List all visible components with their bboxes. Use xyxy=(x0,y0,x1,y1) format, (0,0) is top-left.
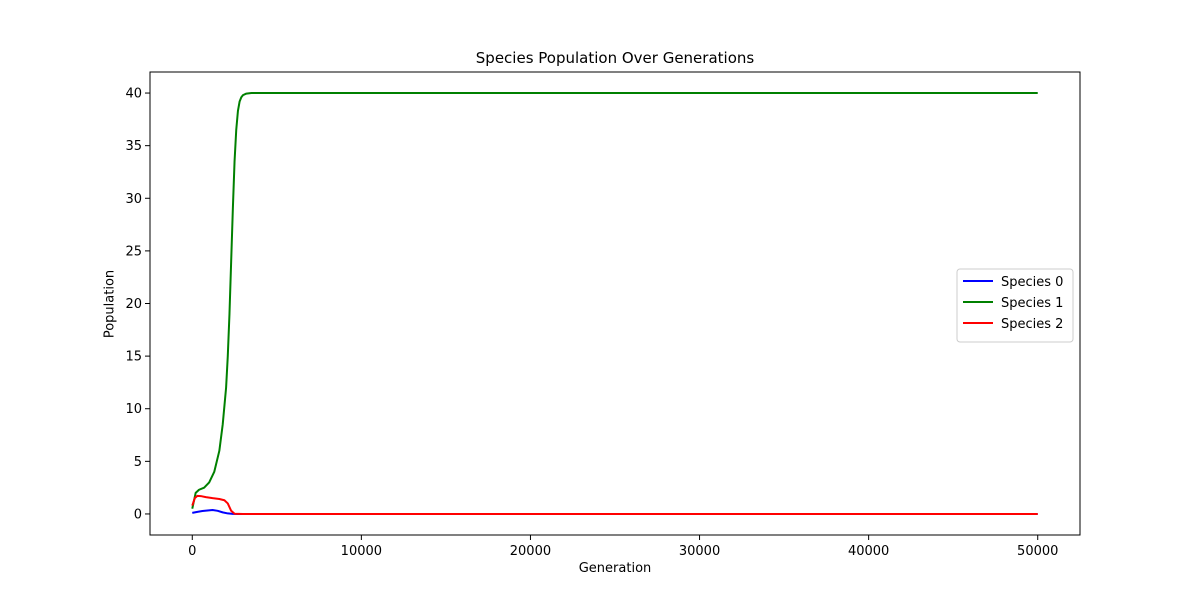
x-tick-label-2: 20000 xyxy=(510,544,551,559)
legend-label-0: Species 0 xyxy=(1001,275,1063,290)
series-line-2 xyxy=(191,494,1038,515)
y-tick-label-0: 0 xyxy=(134,507,142,522)
y-tick-label-7: 35 xyxy=(125,139,142,154)
legend-label-1: Species 1 xyxy=(1001,296,1063,311)
x-axis-label: Generation xyxy=(578,561,652,576)
y-tick-label-4: 20 xyxy=(125,297,142,312)
x-tick-label-1: 10000 xyxy=(341,544,382,559)
legend-label-2: Species 2 xyxy=(1001,317,1063,332)
y-tick-label-8: 40 xyxy=(125,87,142,102)
x-tick-label-5: 50000 xyxy=(1017,544,1058,559)
x-tick-label-0: 0 xyxy=(188,544,196,559)
y-tick-label-2: 10 xyxy=(125,402,142,417)
y-tick-label-1: 5 xyxy=(134,455,142,470)
y-tick-label-5: 25 xyxy=(125,244,142,259)
chart-title: Species Population Over Generations xyxy=(475,49,755,67)
y-tick-label-3: 15 xyxy=(125,350,142,365)
series-line-1 xyxy=(191,92,1038,509)
y-tick-label-6: 30 xyxy=(125,192,142,207)
axes-frame xyxy=(149,71,1081,536)
x-tick-label-3: 30000 xyxy=(679,544,720,559)
x-tick-label-4: 40000 xyxy=(848,544,889,559)
